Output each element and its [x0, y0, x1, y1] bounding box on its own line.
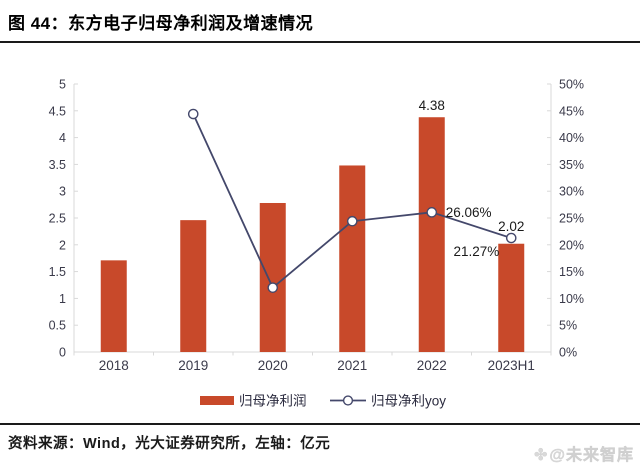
svg-text:3: 3 — [59, 185, 66, 199]
svg-text:50%: 50% — [559, 78, 584, 92]
svg-text:0: 0 — [59, 346, 66, 360]
svg-text:4.38: 4.38 — [419, 98, 445, 113]
svg-text:1: 1 — [59, 292, 66, 306]
source-note: 资料来源：Wind，光大证券研究所，左轴：亿元 — [8, 436, 331, 452]
svg-text:20%: 20% — [559, 238, 584, 252]
svg-text:2.02: 2.02 — [498, 219, 524, 234]
chart-canvas: 00.511.522.533.544.550%5%10%15%20%25%30%… — [49, 78, 584, 409]
svg-text:3.5: 3.5 — [49, 158, 66, 172]
svg-text:归母净利润: 归母净利润 — [239, 393, 307, 409]
title-rule — [0, 41, 640, 43]
watermark-text: @未来智库 — [549, 447, 634, 464]
clover-logo-icon: ✤ — [533, 447, 549, 464]
svg-text:40%: 40% — [559, 131, 584, 145]
svg-text:2019: 2019 — [178, 358, 208, 373]
svg-text:0.5: 0.5 — [49, 319, 66, 333]
watermark: ✤@未来智库 — [534, 441, 634, 465]
svg-text:2.5: 2.5 — [49, 212, 66, 226]
svg-text:2021: 2021 — [337, 358, 367, 373]
svg-text:5: 5 — [59, 78, 66, 92]
svg-text:2: 2 — [59, 238, 66, 252]
figure-title: 图 44：东方电子归母净利润及增速情况 — [8, 14, 314, 33]
footer-rule — [0, 423, 640, 425]
svg-text:5%: 5% — [559, 319, 577, 333]
svg-text:21.27%: 21.27% — [453, 244, 499, 259]
svg-text:2020: 2020 — [258, 358, 288, 373]
svg-text:0%: 0% — [559, 346, 577, 360]
svg-text:2018: 2018 — [99, 358, 129, 373]
svg-text:45%: 45% — [559, 104, 584, 118]
svg-text:10%: 10% — [559, 292, 584, 306]
svg-text:25%: 25% — [559, 212, 584, 226]
svg-text:4.5: 4.5 — [49, 104, 66, 118]
svg-text:15%: 15% — [559, 265, 584, 279]
svg-text:26.06%: 26.06% — [446, 205, 492, 220]
svg-text:1.5: 1.5 — [49, 265, 66, 279]
svg-text:4: 4 — [59, 131, 66, 145]
svg-text:2022: 2022 — [417, 358, 447, 373]
svg-text:30%: 30% — [559, 185, 584, 199]
svg-text:归母净利yoy: 归母净利yoy — [371, 393, 446, 409]
svg-text:2023H1: 2023H1 — [488, 358, 535, 373]
svg-text:35%: 35% — [559, 158, 584, 172]
